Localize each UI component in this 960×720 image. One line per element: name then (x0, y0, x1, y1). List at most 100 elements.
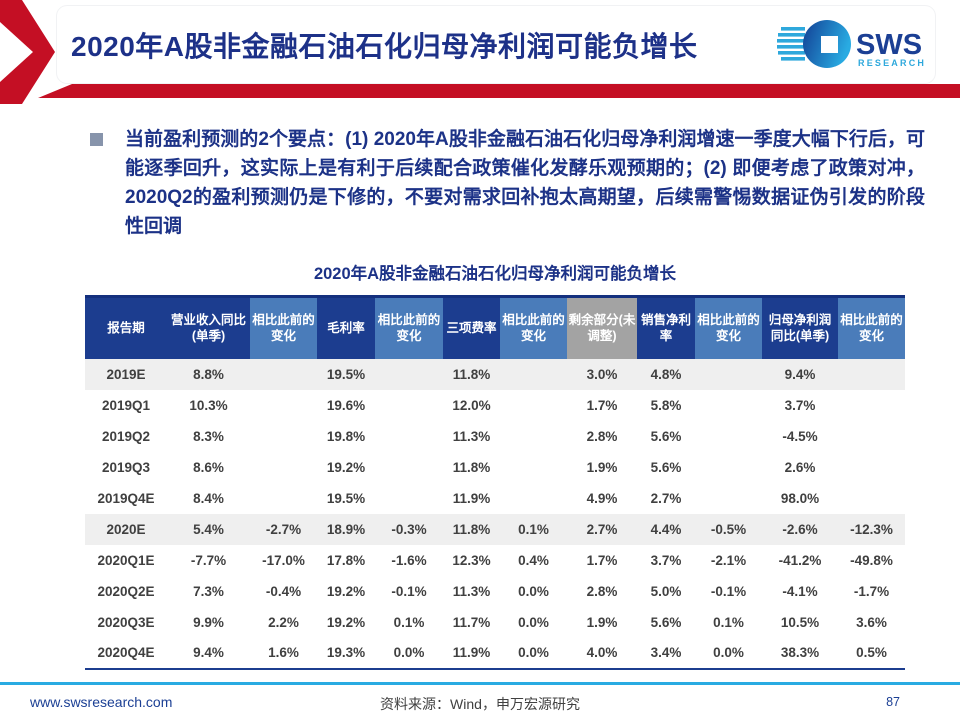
column-header: 毛利率 (317, 296, 375, 359)
table-cell (695, 483, 762, 514)
table-cell (250, 421, 317, 452)
table-cell: 0.5% (856, 645, 887, 660)
table-cell: -0.5% (695, 513, 762, 545)
table-cell: 11.8% (443, 358, 500, 390)
table-cell (838, 452, 905, 483)
column-header: 相比此前的变化 (838, 296, 905, 359)
report-period-cell: 2020E (85, 513, 167, 545)
table-cell (375, 483, 443, 514)
table-cell: 1.7% (586, 397, 618, 413)
square-bullet-icon (90, 133, 103, 146)
table-cell: -49.8% (850, 552, 893, 568)
table-cell: 11.3% (452, 583, 491, 599)
table-cell (838, 421, 905, 452)
table-cell: 12.0% (452, 397, 491, 413)
table-cell: 9.4% (193, 645, 224, 660)
table-cell: 0.0% (393, 645, 425, 660)
table-row: 2020E 5.4% -2.7% 18.9% -0.3% 11.8% 0.1% 2.7% 4.4… (85, 513, 905, 545)
logo-subtext: RESEARCH (858, 58, 925, 68)
report-period-cell: 2020Q3E (97, 614, 155, 630)
table-row: 2020Q3E 9.9% 2.2% 19.2% 0.1% 11.7% 0.0% 1.9% 5.6… (85, 607, 905, 638)
table-cell (375, 452, 443, 483)
sws-logo: SWS RESEARCH (777, 20, 925, 68)
key-points-text: 当前盈利预测的2个要点：(1) 2020年A股非金融石油石化归母净利润增速一季度… (125, 129, 925, 237)
table-cell: 11.7% (452, 614, 491, 630)
table-cell: 2.2% (268, 614, 299, 630)
report-period-cell: 2020Q4E (97, 645, 155, 660)
table-cell: -0.3% (375, 513, 443, 545)
table-cell: 1.9% (586, 459, 618, 475)
table-cell: 19.5% (326, 490, 366, 506)
table-cell: 3.7% (650, 552, 682, 568)
table-cell: -17.0% (262, 552, 305, 568)
table-cell: 0.4% (518, 552, 549, 568)
table-cell: 0.1% (713, 614, 744, 630)
logo-text: SWS (856, 29, 922, 61)
page-title: 2020年A股非金融石油石化归母净利润可能负增长 (71, 30, 698, 62)
column-header: 归母净利润同比(单季) (762, 296, 838, 359)
table-cell: 2.8% (586, 583, 618, 599)
table-cell: 9.9% (193, 614, 224, 630)
table-cell: 11.9% (452, 490, 491, 506)
table-cell (250, 390, 317, 421)
footer-website: www.swsresearch.com (30, 694, 173, 710)
table-cell: -4.5% (782, 428, 818, 444)
table-cell: 3.0% (567, 358, 637, 390)
table-cell: 98.0% (780, 490, 820, 506)
table-cell: 0.1% (500, 513, 567, 545)
red-chevron-shape (0, 0, 55, 104)
table-cell: 2.8% (586, 428, 618, 444)
table-cell: 8.3% (193, 428, 224, 444)
table-cell: -41.2% (778, 552, 822, 568)
table-cell: 1.7% (586, 552, 618, 568)
table-cell: 11.8% (452, 459, 491, 475)
table-row: 2019Q2 8.3% 19.8% 11.3% 2.8% 5.6% -4.5% (85, 421, 905, 452)
table-cell (500, 390, 567, 421)
table-cell: 17.8% (326, 552, 366, 568)
table-cell: 5.6% (650, 614, 682, 630)
table-cell: 19.2% (326, 583, 366, 599)
table-cell: 2.7% (567, 513, 637, 545)
header-banner: 2020年A股非金融石油石化归母净利润可能负增长 (0, 0, 960, 108)
table-cell: 19.8% (326, 428, 366, 444)
logo-stripes-icon (777, 27, 805, 61)
table-cell: 18.9% (317, 513, 375, 545)
table-cell: -0.1% (391, 583, 427, 599)
table-cell: 0.0% (518, 583, 549, 599)
table-cell: -7.7% (190, 552, 227, 568)
table-cell (695, 358, 762, 390)
column-header: 相比此前的变化 (695, 296, 762, 359)
table-cell: 0.0% (713, 645, 744, 660)
report-period-cell: 2019Q1 (101, 397, 151, 413)
table-cell: 5.0% (650, 583, 682, 599)
column-header: 剩余部分(未调整) (567, 296, 637, 359)
table-cell: 5.8% (650, 397, 682, 413)
table-body: 2019E 8.8% 19.5% 11.8% 3.0% 4.8% 9.4% 2019Q1 10.… (85, 358, 905, 669)
logo-square-icon (821, 36, 838, 53)
column-header: 相比此前的变化 (250, 296, 317, 359)
table-cell: 8.8% (167, 358, 250, 390)
report-period-cell: 2019Q3 (101, 459, 151, 475)
table-cell: 0.1% (393, 614, 425, 630)
table-row: 2020Q2E 7.3% -0.4% 19.2% -0.1% 11.3% 0.0% 2.8% 5… (85, 576, 905, 607)
column-header: 三项费率 (443, 296, 500, 359)
table-cell: 11.9% (452, 645, 491, 660)
table-cell: 4.4% (637, 513, 695, 545)
red-bar-shape (38, 84, 960, 98)
table-cell: -2.1% (710, 552, 747, 568)
table-cell (250, 358, 317, 390)
page-number: 87 (886, 695, 900, 709)
table-cell: 19.3% (326, 645, 366, 660)
table-cell: 5.4% (167, 513, 250, 545)
table-row: 2020Q1E -7.7% -17.0% 17.8% -1.6% 12.3% 0.4% 1.7… (85, 545, 905, 576)
table-cell: 4.9% (586, 490, 618, 506)
report-period-cell: 2019Q4E (97, 490, 155, 506)
table-cell (375, 358, 443, 390)
column-header: 相比此前的变化 (500, 296, 567, 359)
table-cell (250, 483, 317, 514)
table-cell: 11.3% (452, 428, 491, 444)
table-cell (695, 390, 762, 421)
column-header: 营业收入同比(单季) (167, 296, 250, 359)
table-cell: 3.6% (856, 614, 887, 630)
earnings-forecast-table: 报告期 营业收入同比(单季) 相比此前的变化 毛利率 相比此前的变化 三项费率 相比此前的变… (85, 295, 905, 670)
